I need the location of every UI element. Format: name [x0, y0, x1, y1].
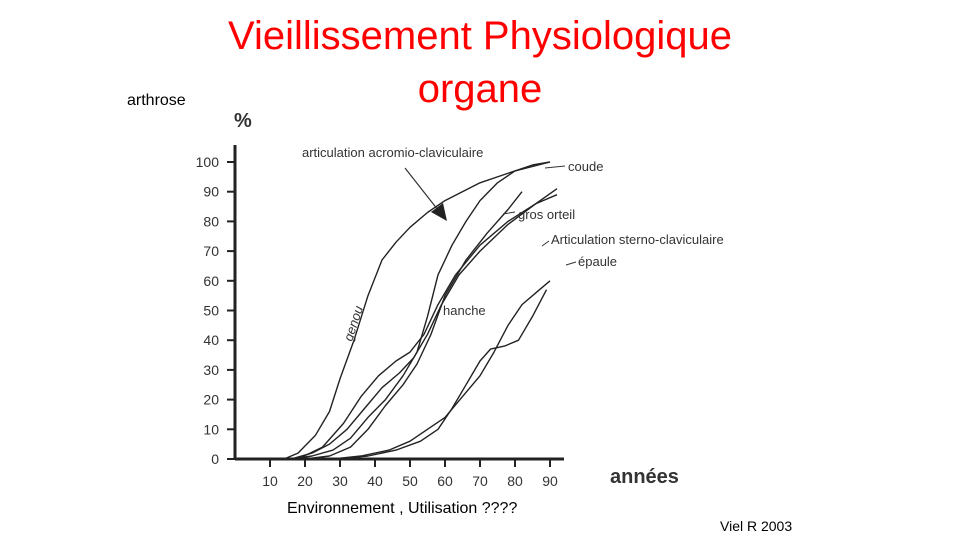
series-line-5: [332, 280, 551, 460]
series-line-1: [290, 161, 551, 460]
y-tick-label: 40: [203, 332, 219, 348]
series-line-6: [332, 289, 548, 460]
x-axis-title: années: [610, 466, 679, 488]
y-tick-label: 30: [203, 362, 219, 378]
series-line-2: [304, 191, 523, 460]
slide-title-line2: organe: [417, 67, 543, 111]
x-tick-label: 10: [262, 473, 278, 489]
leader-coude: [544, 165, 566, 169]
chart-annotations: articulation acromio-claviculaire coude …: [302, 145, 724, 343]
chart-axes: 0 10 20 30 40 50 60 70 80 90 100 10 20 30 40 50 60 70 80 90…: [196, 110, 679, 489]
leader-sterno: [541, 240, 550, 247]
y-tick-label: 10: [203, 421, 219, 437]
x-tick-label: 90: [542, 473, 558, 489]
x-tick-label: 30: [332, 473, 348, 489]
y-axis-title: %: [234, 110, 252, 132]
x-tick-label: 20: [297, 473, 313, 489]
annotation-epaule: épaule: [578, 254, 617, 269]
x-tick-label: 60: [437, 473, 453, 489]
annotation-genou: genou: [341, 304, 366, 343]
series-line-0: [283, 161, 551, 460]
leader-epaule: [565, 261, 577, 266]
annotation-arrow-head: [431, 203, 447, 221]
leader-gros-orteil: [502, 211, 516, 215]
y-tick-label: 80: [203, 213, 219, 229]
y-tick-label: 20: [203, 392, 219, 408]
x-tick-label: 50: [402, 473, 418, 489]
y-tick-label: 50: [203, 303, 219, 319]
chart-series: [283, 161, 558, 460]
x-tick-label: 40: [367, 473, 383, 489]
annotation-sterno-claviculaire: Articulation sterno-claviculaire: [551, 232, 724, 247]
slide-title-line1: Vieillissement Physiologique: [228, 14, 732, 58]
y-tick-label: 100: [196, 154, 220, 170]
annotation-coude: coude: [568, 159, 603, 174]
series-line-3: [297, 194, 558, 460]
credit-label: Viel R 2003: [720, 518, 793, 534]
y-tick-label: 60: [203, 273, 219, 289]
environment-label: Environnement , Utilisation ????: [287, 500, 518, 517]
x-tick-label: 70: [472, 473, 488, 489]
series-line-4: [290, 188, 558, 460]
y-tick-label: 90: [203, 184, 219, 200]
annotation-hanche: hanche: [443, 303, 486, 318]
y-tick-label: 70: [203, 243, 219, 259]
x-tick-label: 80: [507, 473, 523, 489]
annotation-gros-orteil: gros orteil: [518, 207, 575, 222]
annotation-arrow-line: [404, 167, 439, 211]
arthrose-label: arthrose: [127, 92, 186, 109]
annotation-acromio-claviculaire: articulation acromio-claviculaire: [302, 145, 483, 160]
y-tick-label: 0: [211, 451, 219, 467]
